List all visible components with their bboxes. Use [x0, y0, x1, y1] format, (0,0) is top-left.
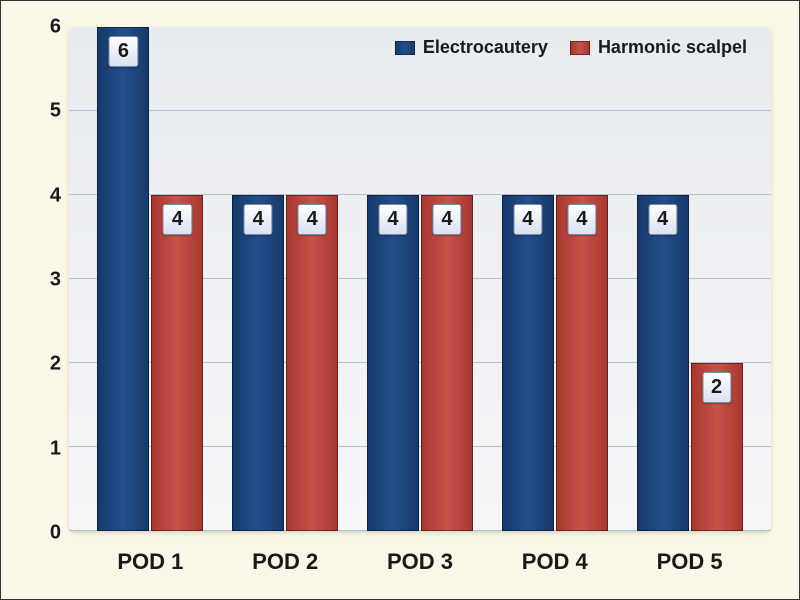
y-tick-3: 3 [29, 269, 61, 292]
bar-group-pod4: 4 4 [502, 27, 608, 531]
bar-electrocautery: 4 [232, 195, 284, 531]
bar-harmonic: 4 [556, 195, 608, 531]
bar-harmonic: 4 [286, 195, 338, 531]
x-label: POD 1 [96, 549, 204, 575]
y-tick-2: 2 [29, 353, 61, 376]
bar-harmonic: 4 [421, 195, 473, 531]
x-label: POD 2 [231, 549, 339, 575]
bars-container: 6 4 4 4 4 4 [69, 27, 771, 531]
data-label: 4 [244, 204, 273, 235]
bar-electrocautery: 6 [97, 27, 149, 531]
y-tick-6: 6 [29, 16, 61, 39]
x-axis-labels: POD 1 POD 2 POD 3 POD 4 POD 5 [69, 549, 771, 575]
data-label: 2 [702, 372, 731, 403]
bar-group-pod2: 4 4 [232, 27, 338, 531]
bar-harmonic: 2 [691, 363, 743, 531]
bar-electrocautery: 4 [367, 195, 419, 531]
legend-item-harmonic: Harmonic scalpel [570, 37, 747, 58]
data-label: 4 [163, 204, 192, 235]
x-label: POD 4 [501, 549, 609, 575]
chart-container: 0 1 2 3 4 5 6 Electrocautery Harmonic sc… [9, 7, 791, 591]
y-tick-0: 0 [29, 522, 61, 545]
data-label: 4 [567, 204, 596, 235]
bar-group-pod1: 6 4 [97, 27, 203, 531]
legend-label: Electrocautery [423, 37, 548, 58]
data-label: 4 [648, 204, 677, 235]
y-tick-4: 4 [29, 184, 61, 207]
legend: Electrocautery Harmonic scalpel [395, 37, 747, 58]
legend-swatch-icon [570, 41, 590, 55]
data-label: 4 [432, 204, 461, 235]
x-label: POD 3 [366, 549, 474, 575]
bar-group-pod5: 4 2 [637, 27, 743, 531]
legend-item-electrocautery: Electrocautery [395, 37, 548, 58]
plot-area: Electrocautery Harmonic scalpel 6 4 4 [69, 27, 771, 531]
x-label: POD 5 [636, 549, 744, 575]
legend-swatch-icon [395, 41, 415, 55]
data-label: 4 [513, 204, 542, 235]
bar-electrocautery: 4 [502, 195, 554, 531]
bar-harmonic: 4 [151, 195, 203, 531]
bar-electrocautery: 4 [637, 195, 689, 531]
y-tick-5: 5 [29, 100, 61, 123]
data-label: 4 [378, 204, 407, 235]
y-tick-1: 1 [29, 437, 61, 460]
data-label: 6 [109, 36, 138, 67]
bar-group-pod3: 4 4 [367, 27, 473, 531]
legend-label: Harmonic scalpel [598, 37, 747, 58]
data-label: 4 [298, 204, 327, 235]
